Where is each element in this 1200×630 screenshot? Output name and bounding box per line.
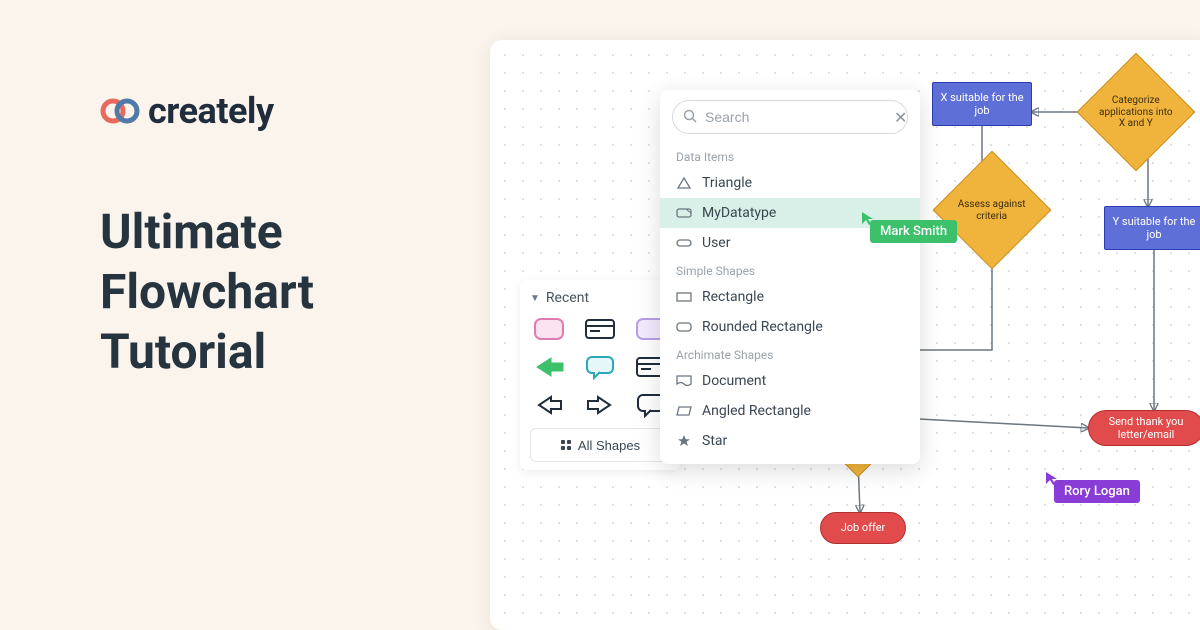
palette-shape-arrow-left-outline[interactable] (533, 392, 565, 418)
shape-type-icon (676, 290, 692, 304)
cursor-pointer-icon (860, 210, 876, 226)
search-result-label: Rounded Rectangle (702, 319, 823, 335)
node-label: Categorize applications into X and Y (1099, 95, 1173, 130)
flowchart-node-n_offer[interactable]: Job offer (820, 512, 906, 544)
search-icon (683, 108, 697, 127)
page-headline: Ultimate Flowchart Tutorial (100, 202, 450, 382)
shape-type-icon (676, 236, 692, 250)
shape-type-icon (676, 176, 692, 190)
palette-shape-card-black[interactable] (584, 316, 616, 342)
headline-line-1: Ultimate (100, 202, 450, 262)
close-icon[interactable]: ✕ (894, 108, 907, 127)
shape-type-icon (676, 320, 692, 334)
search-input[interactable] (705, 109, 886, 125)
flowchart-node-n_thanks[interactable]: Send thank you letter/email (1088, 410, 1200, 446)
search-result-item[interactable]: Angled Rectangle (660, 396, 920, 426)
shape-type-icon (676, 374, 692, 388)
shape-type-icon (676, 404, 692, 418)
collab-cursor-name: Rory Logan (1054, 480, 1140, 503)
search-result-item[interactable]: Star (660, 426, 920, 456)
search-section-label: Data Items (660, 144, 920, 168)
search-section-label: Simple Shapes (660, 258, 920, 282)
search-result-label: User (702, 235, 730, 251)
search-result-label: Triangle (702, 175, 752, 191)
search-result-item[interactable]: Rounded Rectangle (660, 312, 920, 342)
brand-logo: creately (100, 90, 450, 132)
flowchart-node-n_yjob[interactable]: Y suitable for the job (1104, 206, 1200, 250)
shape-type-icon (676, 206, 692, 220)
shape-search-popover: ✕ Data Items Triangle MyDatatype User Simple… (660, 90, 920, 464)
cursor-pointer-icon (1044, 470, 1060, 486)
flowchart-node-n_xjob[interactable]: X suitable for the job (932, 82, 1032, 126)
palette-header[interactable]: ▼ Recent (530, 290, 670, 306)
palette-shape-grid (530, 316, 670, 418)
collab-cursor: Mark Smith (870, 220, 957, 243)
search-section-label: Archimate Shapes (660, 342, 920, 366)
palette-shape-rounded-rect-pink[interactable] (533, 316, 565, 342)
recent-shapes-palette: ▼ Recent All Shapes (520, 280, 680, 470)
palette-shape-arrow-left-green[interactable] (533, 354, 565, 380)
left-column: creately Ultimate Flowchart Tutorial (100, 90, 450, 382)
search-result-label: MyDatatype (702, 205, 776, 221)
search-result-label: Rectangle (702, 289, 764, 305)
chevron-down-icon: ▼ (530, 293, 540, 304)
shape-type-icon (676, 434, 692, 448)
search-result-label: Document (702, 373, 766, 389)
flowchart-node-n_assess1[interactable]: Assess against criteria (933, 151, 1052, 270)
collab-cursor: Rory Logan (1054, 480, 1140, 503)
palette-shape-speech-teal[interactable] (584, 354, 616, 380)
headline-line-3: Tutorial (100, 322, 450, 382)
headline-line-2: Flowchart (100, 262, 450, 322)
all-shapes-button[interactable]: All Shapes (530, 428, 670, 462)
canvas-panel[interactable]: X suitable for the job Categorize applica… (490, 40, 1200, 630)
brand-name: creately (148, 90, 274, 132)
palette-title: Recent (546, 290, 589, 306)
flowchart-edge (900, 418, 1088, 428)
search-result-label: Star (702, 433, 727, 449)
flowchart-node-n_cat[interactable]: Categorize applications into X and Y (1077, 53, 1196, 172)
palette-shape-arrow-right-outline[interactable] (584, 392, 616, 418)
search-field[interactable]: ✕ (672, 100, 908, 134)
search-result-item[interactable]: Rectangle (660, 282, 920, 312)
logo-mark-icon (100, 96, 140, 126)
search-result-item[interactable]: Document (660, 366, 920, 396)
node-label: Assess against criteria (955, 199, 1029, 222)
all-shapes-label: All Shapes (578, 438, 640, 453)
grid-icon (560, 439, 572, 451)
search-result-item[interactable]: Triangle (660, 168, 920, 198)
search-result-label: Angled Rectangle (702, 403, 811, 419)
collab-cursor-name: Mark Smith (870, 220, 957, 243)
